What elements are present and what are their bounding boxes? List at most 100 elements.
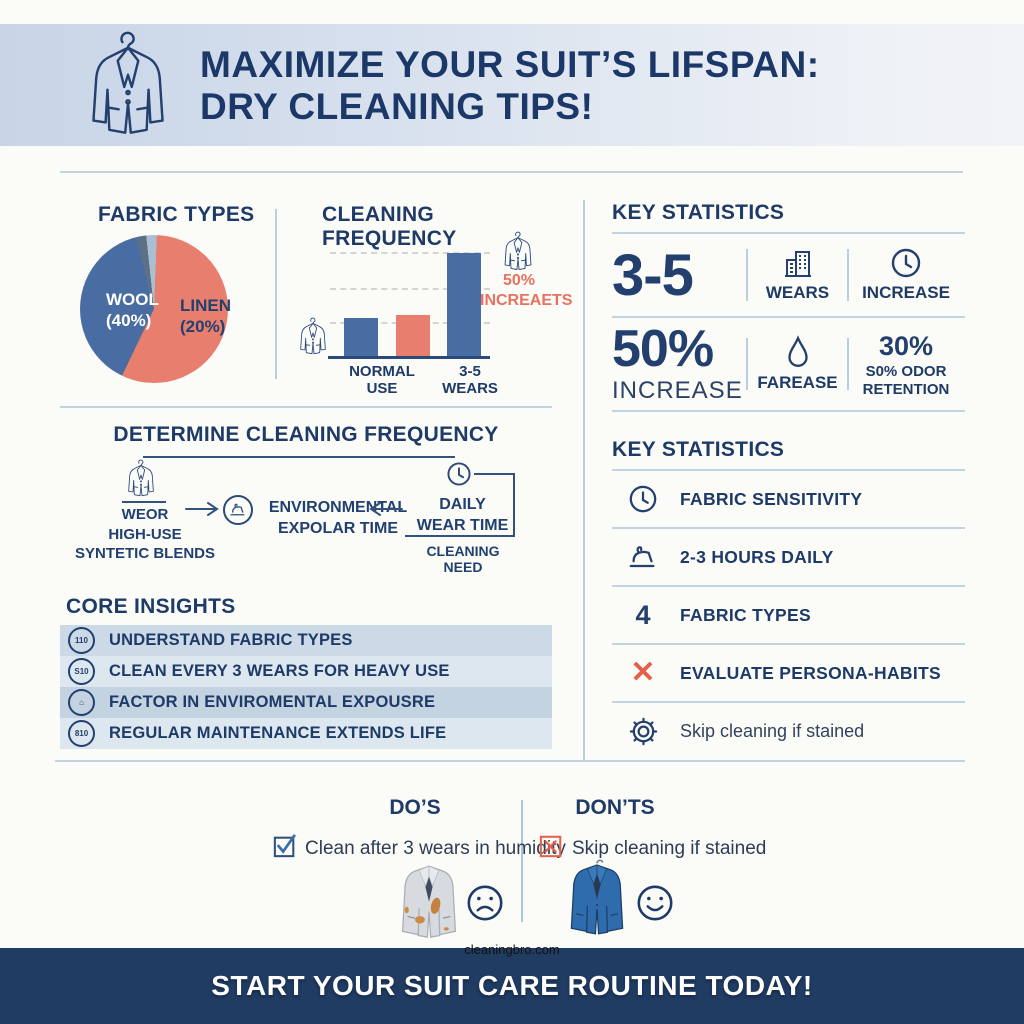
flow-node-center: ENVIRONMENTAL EXPOLAR TIME xyxy=(268,499,408,537)
stats-row: 3-5 WEARS INCREASE xyxy=(612,234,965,316)
divider xyxy=(847,249,849,301)
footer-bar: START YOUR SUIT CARE ROUTINE TODAY! xyxy=(0,948,1024,1024)
list-item: FABRIC SENSITIVITY xyxy=(612,471,965,527)
stat-cell: 30% S0% ODOR RETENTION xyxy=(862,330,950,398)
divider xyxy=(612,232,965,234)
list-item: Skip cleaning if stained xyxy=(612,703,965,759)
left-column: FABRIC TYPES WOOL (40%) LINEN (20%) CLEA… xyxy=(60,195,572,755)
bottom-section-divider xyxy=(55,760,965,762)
stats-row: 50% INCREASE FAREASE 30% S0% ODOR RETENT… xyxy=(612,318,965,410)
list-item: 2-3 HOURS DAILY xyxy=(612,529,965,585)
stat-value: 50% INCREASE xyxy=(612,320,743,404)
vest-badge-icon: ⌂ xyxy=(68,689,95,716)
flow-connector-top xyxy=(143,456,455,458)
divider xyxy=(746,338,748,390)
badge-icon: 810 xyxy=(68,720,95,747)
stat-cell: WEARS xyxy=(748,247,847,303)
suit-icon xyxy=(296,317,330,357)
iron-icon xyxy=(626,545,660,570)
flow-bracket-top xyxy=(474,473,513,475)
dos-donts-divider xyxy=(521,800,523,922)
list-item: 110 UNDERSTAND FABRIC TYPES xyxy=(60,625,552,656)
pie-label-linen: LINEN (20%) xyxy=(180,296,231,337)
key-statistics-1-heading: KEY STATISTICS xyxy=(612,201,785,224)
gridline xyxy=(330,288,490,290)
flow-node-right: DAILY WEAR TIME xyxy=(416,496,509,534)
bar-chart-axis xyxy=(328,356,490,359)
bar-label-normal-use: NORMAL USE xyxy=(349,363,415,397)
cleaning-frequency-bar-chart xyxy=(330,250,490,356)
column-divider xyxy=(583,200,585,760)
donts-heading: DON’TS xyxy=(575,796,655,819)
suit-icon xyxy=(500,231,536,273)
building-icon xyxy=(782,247,814,279)
gear-icon xyxy=(626,716,660,747)
divider xyxy=(612,585,965,587)
divider xyxy=(612,527,965,529)
watermark-url: cleaningbro.com xyxy=(464,942,560,957)
fabric-types-pie-chart xyxy=(80,235,228,383)
arrow-left-icon xyxy=(369,502,403,516)
cleaning-frequency-heading: CLEANING FREQUENCY xyxy=(322,203,457,250)
flow-bracket-right xyxy=(513,473,515,537)
bar-chart-annotation: 50% INCREAETS xyxy=(480,272,573,309)
stained-gray-suit-image xyxy=(401,865,457,938)
water-drop-icon xyxy=(785,335,811,369)
badge-icon: S10 xyxy=(68,658,95,685)
page-title-line2: DRY CLEANING TIPS! xyxy=(200,85,594,127)
divider xyxy=(612,469,965,471)
core-insights-heading: CORE INSIGHTS xyxy=(66,595,236,618)
charts-divider xyxy=(275,209,277,379)
right-column: KEY STATISTICS 3-5 WEARS INCREASE 50% IN… xyxy=(612,195,965,759)
clock-icon xyxy=(890,247,922,279)
flow-sub-label: CLEANING NEED xyxy=(426,543,500,575)
fabric-types-heading: FABRIC TYPES xyxy=(98,203,255,226)
clock-icon xyxy=(446,461,472,487)
page-title-line1: MAXIMIZE YOUR SUIT’S LIFSPAN: xyxy=(200,44,820,85)
divider xyxy=(746,249,748,301)
page-title: MAXIMIZE YOUR SUIT’S LIFSPAN: DRY CLEANI… xyxy=(200,44,980,128)
blue-suit-image xyxy=(570,859,624,935)
list-item: 810 REGULAR MAINTENANCE EXTENDS LIFE xyxy=(60,718,552,749)
iron-circle-icon xyxy=(223,495,253,525)
sad-face-icon xyxy=(467,885,503,921)
dos-heading: DO’S xyxy=(389,796,441,819)
divider xyxy=(847,338,849,390)
flow-node-left: WEOR HIGH-USE SYNTETIC BLENDS xyxy=(74,506,215,562)
list-item: ✕ EVALUATE PERSONA-HABITS xyxy=(612,645,965,701)
happy-face-icon xyxy=(637,885,673,921)
divider xyxy=(612,643,965,645)
dos-text: Clean after 3 wears in humidity xyxy=(305,838,566,859)
left-section-divider xyxy=(60,406,552,408)
list-item: 4 FABRIC TYPES xyxy=(612,587,965,643)
bar-label-3-5-wears: 3-5 WEARS xyxy=(442,363,498,397)
gridline xyxy=(330,252,490,254)
number-4: 4 xyxy=(635,599,651,630)
arrow-right-icon xyxy=(185,502,219,516)
x-box-icon xyxy=(539,835,562,858)
bar-0 xyxy=(344,318,378,356)
checkbox-checked-icon xyxy=(273,834,296,858)
bar-2 xyxy=(447,253,481,356)
flow-bracket-bottom xyxy=(405,535,515,537)
footer-cta-text: START YOUR SUIT CARE ROUTINE TODAY! xyxy=(211,970,813,1001)
donts-text: Skip cleaning if stained xyxy=(572,838,767,859)
top-divider xyxy=(60,171,963,173)
core-insights-list: 110 UNDERSTAND FABRIC TYPES S10 CLEAN EV… xyxy=(60,625,552,749)
stat-value: 30% xyxy=(878,330,934,361)
divider xyxy=(612,410,965,412)
divider xyxy=(612,701,965,703)
stat-cell: INCREASE xyxy=(849,247,963,303)
suit-icon xyxy=(124,459,158,499)
badge-icon: 110 xyxy=(68,627,95,654)
key-statistics-2-heading: KEY STATISTICS xyxy=(612,438,785,461)
divider xyxy=(612,316,965,318)
list-item: S10 CLEAN EVERY 3 WEARS FOR HEAVY USE xyxy=(60,656,552,687)
bar-1 xyxy=(396,315,430,356)
red-x-icon: ✕ xyxy=(630,656,656,689)
clock-icon xyxy=(626,484,660,514)
flow-overline xyxy=(122,501,166,503)
suit-on-hanger-icon xyxy=(72,30,184,142)
pie-label-wool: WOOL (40%) xyxy=(106,290,159,331)
list-item: ⌂ FACTOR IN ENVIROMENTAL EXPOUSRE xyxy=(60,687,552,718)
